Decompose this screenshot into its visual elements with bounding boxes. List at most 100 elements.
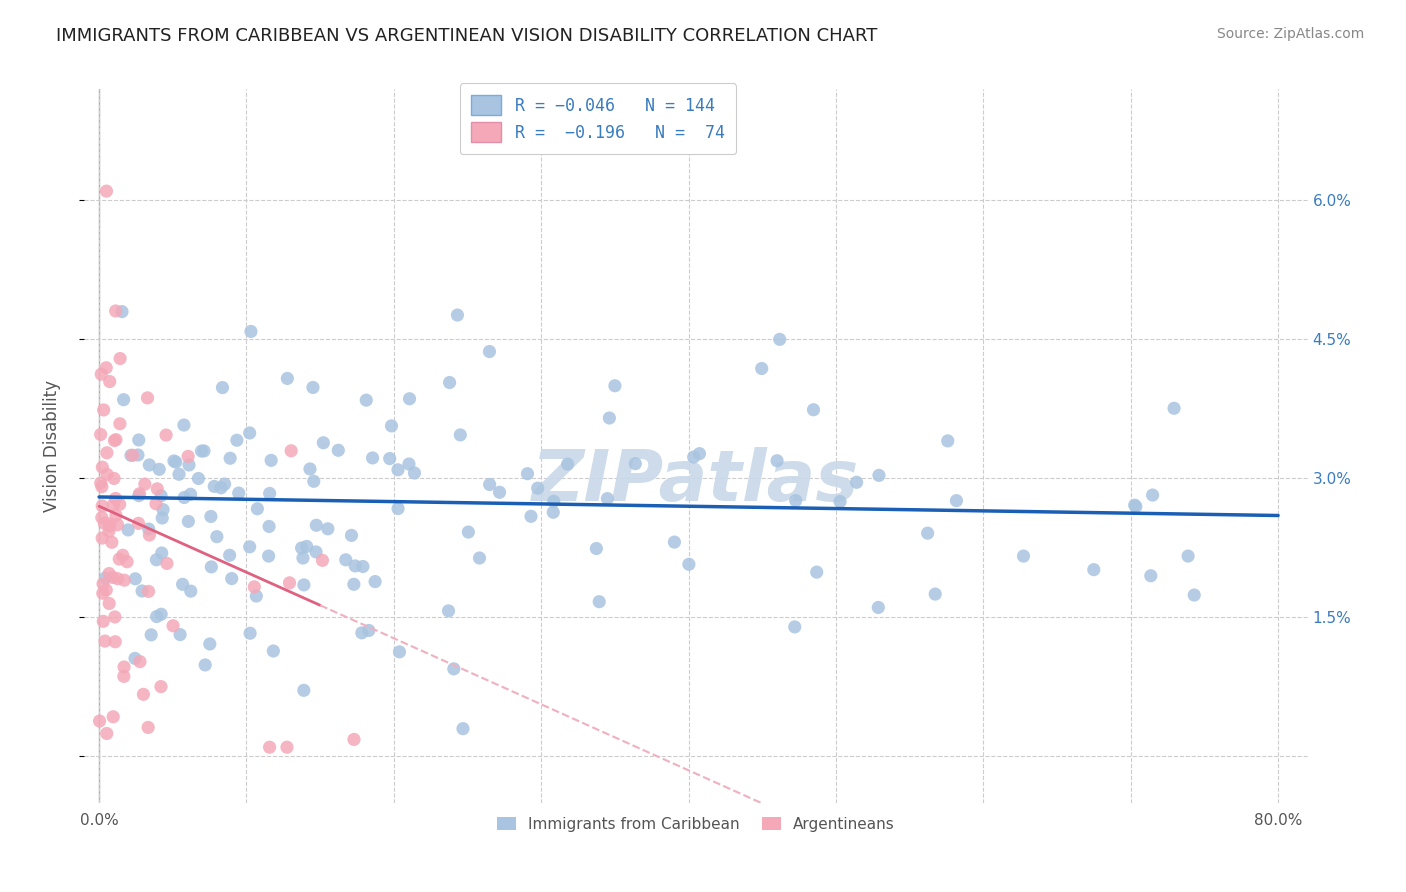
Point (103, 498, 125, 512)
Text: ZIPatlas: ZIPatlas (533, 447, 859, 516)
Point (305, 518, 328, 533)
Point (128, 489, 150, 503)
Point (121, 448, 143, 462)
Point (177, 450, 200, 464)
Point (169, 627, 191, 641)
Point (150, 607, 173, 622)
Point (162, 619, 184, 633)
Point (112, 573, 135, 587)
Point (259, 486, 281, 500)
Point (468, 551, 491, 566)
Point (112, 660, 135, 674)
Point (398, 392, 420, 406)
Point (352, 559, 374, 574)
Legend: Immigrants from Caribbean, Argentineans: Immigrants from Caribbean, Argentineans (491, 811, 901, 838)
Point (104, 508, 127, 523)
Point (96, 360, 118, 375)
Point (202, 479, 225, 493)
Point (259, 740, 281, 755)
Point (488, 485, 510, 500)
Point (239, 325, 262, 339)
Point (378, 451, 401, 466)
Point (90, 367, 112, 381)
Point (624, 457, 647, 471)
Point (451, 722, 474, 736)
Point (228, 486, 250, 500)
Point (198, 637, 221, 651)
Text: IMMIGRANTS FROM CARIBBEAN VS ARGENTINEAN VISION DISABILITY CORRELATION CHART: IMMIGRANTS FROM CARIBBEAN VS ARGENTINEAN… (56, 27, 877, 45)
Point (108, 351, 131, 366)
Point (292, 578, 315, 592)
Point (187, 471, 209, 485)
Point (107, 517, 129, 532)
Point (311, 553, 333, 567)
Point (128, 487, 150, 501)
Point (173, 491, 195, 505)
Point (541, 505, 564, 519)
Point (257, 519, 280, 533)
Point (380, 418, 402, 433)
Point (165, 455, 187, 469)
Point (94, 634, 117, 648)
Point (103, 710, 125, 724)
Point (682, 450, 704, 464)
Point (404, 466, 426, 480)
Point (138, 522, 160, 536)
Point (96, 582, 118, 597)
Point (136, 720, 159, 734)
Point (295, 540, 318, 554)
Point (98, 597, 121, 611)
Point (104, 433, 127, 447)
Point (104, 634, 127, 648)
Point (214, 477, 236, 491)
Point (91, 576, 114, 591)
Point (97, 524, 120, 539)
Point (120, 448, 142, 462)
Point (688, 447, 710, 461)
Point (298, 462, 321, 476)
Point (90, 480, 112, 494)
Point (145, 609, 167, 624)
Point (150, 546, 173, 560)
Point (101, 535, 124, 549)
Point (209, 481, 232, 495)
Point (343, 732, 366, 747)
Point (1182, 588, 1205, 602)
Point (278, 575, 301, 590)
Point (437, 604, 460, 618)
Point (443, 662, 465, 676)
Point (127, 516, 149, 531)
Point (478, 477, 501, 491)
Point (596, 491, 619, 506)
Point (111, 304, 134, 318)
Point (89, 714, 111, 728)
Point (945, 493, 967, 508)
Point (128, 433, 150, 447)
Point (90, 427, 112, 442)
Point (172, 577, 194, 591)
Point (585, 541, 607, 556)
Point (868, 600, 890, 615)
Point (163, 454, 186, 468)
Point (246, 501, 269, 516)
Point (344, 558, 367, 573)
Point (1123, 498, 1146, 512)
Point (96, 467, 118, 482)
Point (98, 566, 121, 581)
Point (218, 548, 240, 562)
Point (280, 443, 302, 458)
Point (302, 380, 325, 394)
Point (129, 655, 152, 669)
Point (245, 589, 267, 603)
Point (141, 628, 163, 642)
Point (103, 471, 125, 485)
Point (180, 487, 202, 501)
Point (117, 523, 139, 537)
Point (302, 475, 325, 489)
Point (93, 516, 115, 531)
Point (388, 645, 411, 659)
Point (292, 683, 315, 698)
Point (357, 624, 380, 638)
Point (108, 497, 131, 511)
Point (335, 553, 357, 567)
